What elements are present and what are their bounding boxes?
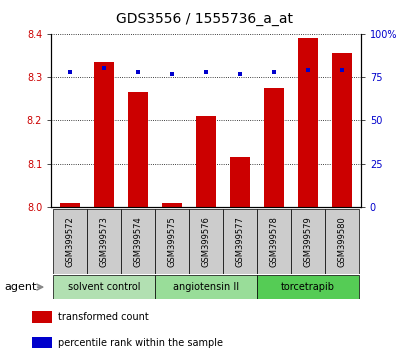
Bar — [94, 62, 114, 207]
Point — [101, 65, 107, 71]
Point — [67, 69, 73, 75]
Bar — [324, 209, 358, 274]
Bar — [32, 337, 52, 348]
Bar — [331, 53, 351, 207]
Text: GSM399576: GSM399576 — [201, 216, 210, 267]
Bar — [121, 209, 155, 274]
Point — [202, 69, 209, 75]
Bar — [53, 209, 87, 274]
Bar — [290, 209, 324, 274]
Text: GSM399577: GSM399577 — [235, 216, 244, 267]
Bar — [256, 275, 358, 299]
Text: GSM399579: GSM399579 — [303, 216, 312, 267]
Bar — [229, 157, 249, 207]
Text: GSM399578: GSM399578 — [269, 216, 278, 267]
Text: percentile rank within the sample: percentile rank within the sample — [58, 338, 222, 348]
Point — [236, 71, 243, 76]
Bar — [128, 92, 148, 207]
Bar — [155, 209, 189, 274]
Text: GSM399573: GSM399573 — [99, 216, 108, 267]
Text: transformed count: transformed count — [58, 312, 148, 322]
Bar — [60, 203, 80, 207]
Text: GSM399575: GSM399575 — [167, 216, 176, 267]
Text: GDS3556 / 1555736_a_at: GDS3556 / 1555736_a_at — [116, 12, 293, 27]
Text: torcetrapib: torcetrapib — [281, 282, 334, 292]
Text: solvent control: solvent control — [67, 282, 140, 292]
Text: GSM399580: GSM399580 — [337, 216, 346, 267]
Bar — [162, 203, 182, 207]
Bar — [87, 209, 121, 274]
Bar — [263, 88, 283, 207]
Bar — [297, 38, 317, 207]
Point — [135, 69, 141, 75]
Point — [338, 67, 344, 73]
Bar — [256, 209, 290, 274]
Bar — [32, 312, 52, 323]
Bar — [189, 209, 222, 274]
Bar — [53, 275, 155, 299]
Text: GSM399574: GSM399574 — [133, 216, 142, 267]
Point — [304, 67, 310, 73]
Bar — [155, 275, 256, 299]
Bar — [196, 116, 216, 207]
Point — [169, 71, 175, 76]
Bar — [222, 209, 256, 274]
Text: angiotensin II: angiotensin II — [173, 282, 238, 292]
Text: GSM399572: GSM399572 — [65, 216, 74, 267]
Text: agent: agent — [4, 282, 36, 292]
Point — [270, 69, 276, 75]
